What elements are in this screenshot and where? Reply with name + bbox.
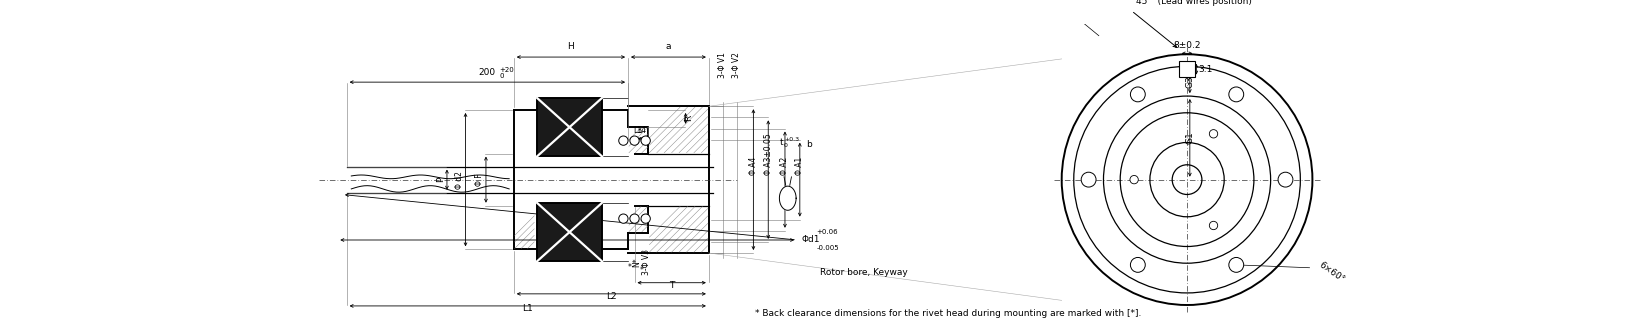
Text: 3.1: 3.1 [1199,65,1212,73]
Text: +0.06: +0.06 [817,229,838,235]
Bar [537,203,603,261]
Text: 3-Φ V3: 3-Φ V3 [642,249,651,275]
Text: Φd1: Φd1 [802,235,820,245]
Text: L4: L4 [637,126,646,135]
Circle shape [629,214,639,223]
Text: Φ A4: Φ A4 [749,157,758,175]
Polygon shape [779,186,796,210]
Text: 3-Φ V2: 3-Φ V2 [733,53,741,78]
Circle shape [619,136,628,145]
Circle shape [1229,258,1243,272]
Circle shape [1130,87,1145,102]
Text: Φ A1: Φ A1 [796,157,804,175]
Circle shape [1130,258,1145,272]
Text: 8±0.2: 8±0.2 [1173,41,1201,50]
Text: L3: L3 [634,126,642,135]
Circle shape [1080,172,1095,187]
Text: *: * [641,266,644,275]
Text: H: H [568,42,575,52]
Text: L2: L2 [606,292,616,301]
Text: Φ F: Φ F [474,173,484,186]
Text: +0.3: +0.3 [784,137,799,142]
Text: 45°  (Lead wires position): 45° (Lead wires position) [1136,0,1252,6]
Text: 200: 200 [479,69,496,77]
Circle shape [629,136,639,145]
Text: Φ A2: Φ A2 [781,157,789,175]
Text: a: a [665,42,672,52]
Text: 6×60°: 6×60° [1318,260,1346,285]
Circle shape [1130,175,1138,184]
Text: T: T [669,281,674,290]
Circle shape [641,214,651,223]
Text: 0: 0 [784,143,787,148]
Circle shape [1229,87,1243,102]
Text: Φ d2: Φ d2 [455,171,464,189]
Circle shape [1209,130,1217,138]
Text: 0: 0 [499,73,504,79]
Text: G3: G3 [1186,75,1194,88]
Circle shape [1209,221,1217,230]
Text: Φ A3±0.05: Φ A3±0.05 [764,133,772,175]
Text: *: * [628,263,632,272]
Text: R: R [684,115,693,121]
Text: t: t [779,138,782,147]
Text: +20: +20 [499,67,514,73]
Text: -0.005: -0.005 [817,245,840,251]
Text: Rotor bore, Keyway: Rotor bore, Keyway [820,268,907,277]
Circle shape [619,214,628,223]
Text: * Back clearance dimensions for the rivet head during mounting are marked with [: * Back clearance dimensions for the rive… [756,309,1141,318]
Text: G1: G1 [1186,131,1194,144]
Text: 3-Φ V1: 3-Φ V1 [718,53,728,78]
Bar [537,98,603,157]
Circle shape [641,136,651,145]
Text: b: b [807,140,812,149]
Bar [1179,61,1196,77]
Text: L1: L1 [522,305,534,313]
Text: P: P [436,177,445,182]
Text: N*: N* [632,258,642,267]
Circle shape [1278,172,1293,187]
